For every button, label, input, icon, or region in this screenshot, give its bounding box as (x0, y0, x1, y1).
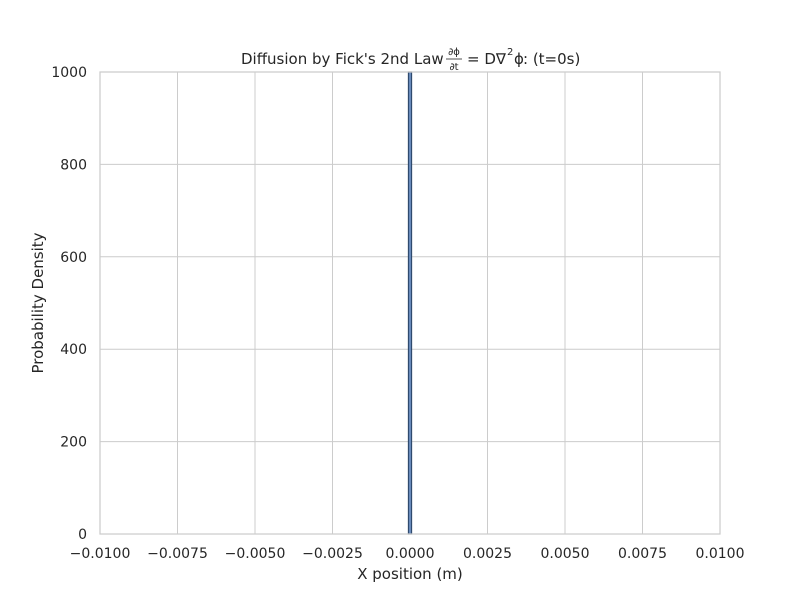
x-tick-label: −0.0075 (147, 546, 208, 562)
histogram-bar (407, 71, 413, 535)
y-axis-label: Probability Density (29, 232, 47, 373)
title-equation: = D∇ (467, 50, 507, 68)
y-tick-label: 0 (78, 527, 87, 543)
title-numerator: ∂ϕ (448, 47, 460, 58)
y-tick-label: 1000 (51, 65, 87, 81)
x-axis-label: X position (m) (357, 565, 463, 583)
y-tick-label: 600 (60, 250, 87, 266)
y-tick-label: 400 (60, 342, 87, 358)
histogram-bars (407, 71, 413, 535)
x-tick-label: −0.0025 (302, 546, 363, 562)
title-suffix: : (t=0s) (523, 50, 580, 68)
chart-title: Diffusion by Fick's 2nd Law ∂ϕ ∂t = D∇ 2… (241, 47, 580, 73)
x-tick-label: −0.0050 (225, 546, 286, 562)
x-tick-label: 0.0025 (463, 546, 512, 562)
x-tick-label: 0.0100 (696, 546, 745, 562)
x-tick-label: 0.0075 (618, 546, 667, 562)
title-denominator: ∂t (449, 62, 458, 73)
x-tick-label: 0.0050 (541, 546, 590, 562)
y-tick-labels: 0 200 400 600 800 1000 (51, 65, 87, 543)
title-exponent: 2 (507, 47, 513, 58)
plot-frame (99, 71, 721, 535)
title-variable: ϕ (514, 50, 524, 68)
x-tick-label: −0.0100 (70, 546, 131, 562)
x-tick-label: 0.0000 (386, 546, 435, 562)
x-tick-labels: −0.0100 −0.0075 −0.0050 −0.0025 0.0000 0.0025… (70, 546, 745, 562)
y-tick-label: 200 (60, 435, 87, 451)
title-prefix: Diffusion by Fick's 2nd Law (241, 50, 444, 68)
y-tick-label: 800 (60, 157, 87, 173)
